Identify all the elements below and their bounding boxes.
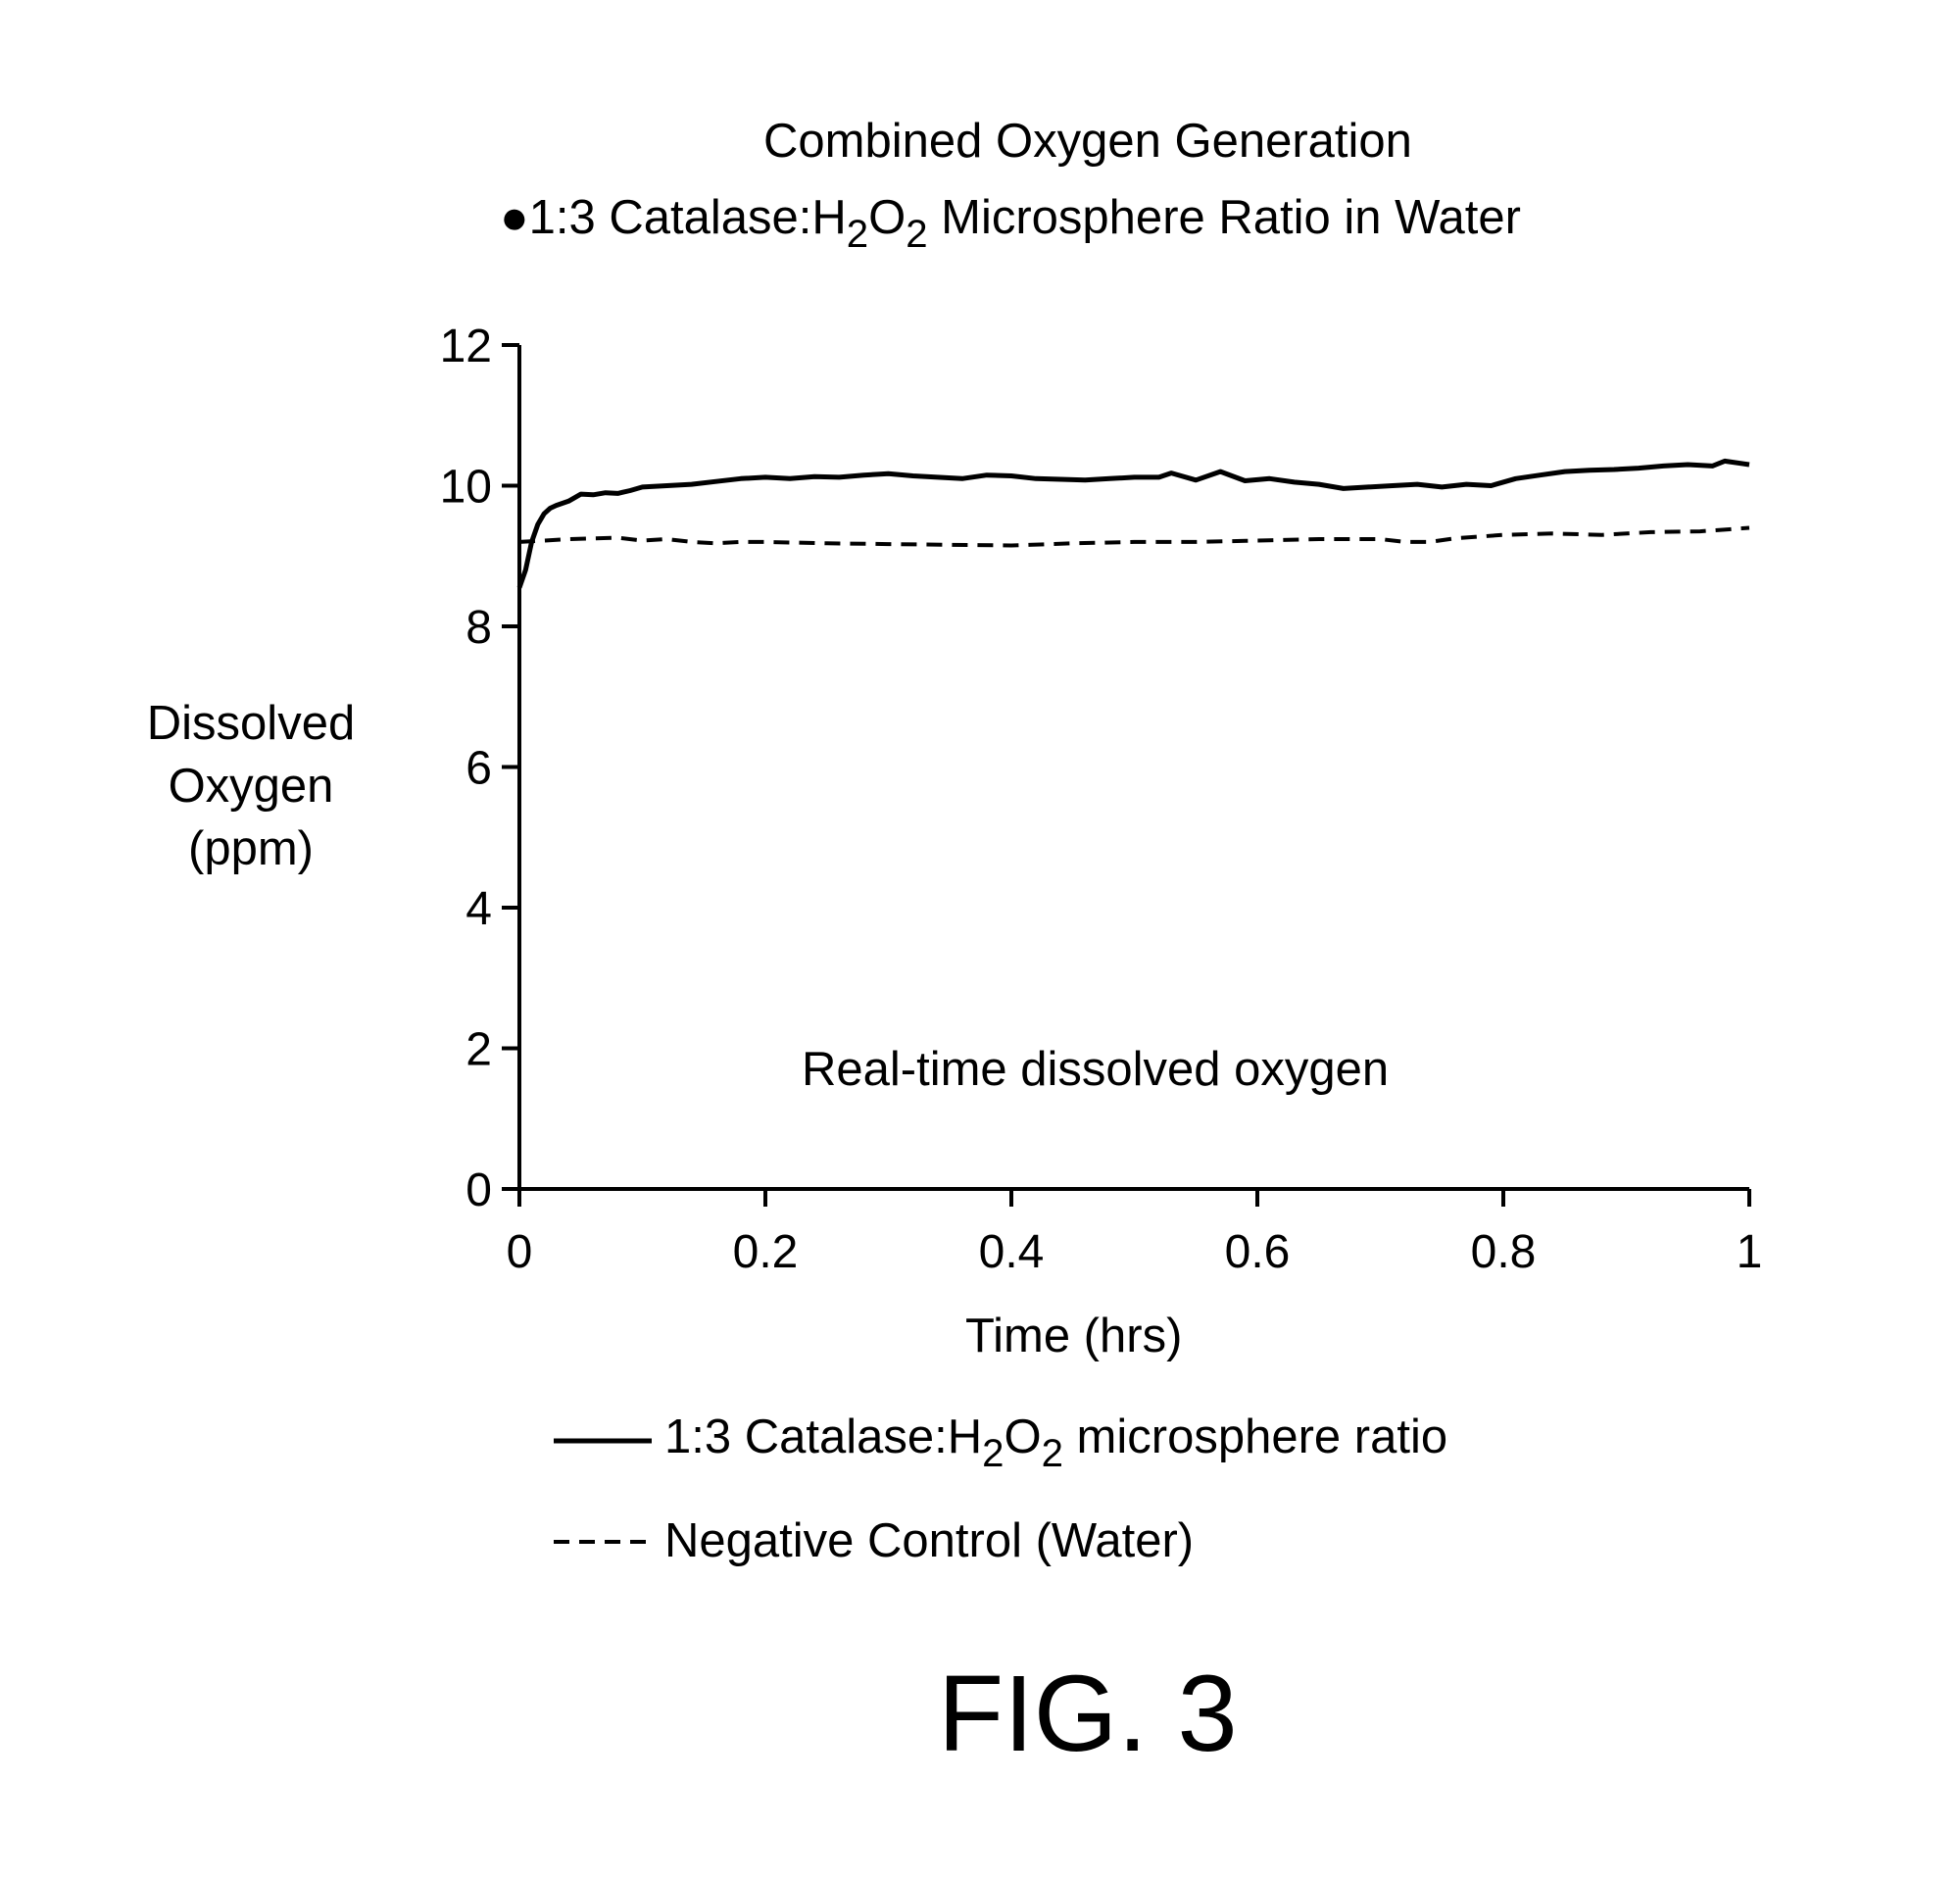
y-tick-label: 0 (466, 1164, 492, 1216)
legend-1-mid: O (1004, 1410, 1041, 1463)
legend-1-suffix: microsphere ratio (1063, 1410, 1447, 1463)
series-line-1 (519, 461, 1749, 587)
x-tick-label: 0 (507, 1226, 533, 1278)
y-tick-label: 2 (466, 1024, 492, 1076)
series-line-2 (519, 528, 1749, 546)
x-tick-label: 0.4 (979, 1226, 1045, 1278)
y-tick-label: 6 (466, 743, 492, 795)
x-tick-label: 0.6 (1225, 1226, 1291, 1278)
legend-swatch-solid (554, 1431, 662, 1451)
y-tick-label: 10 (440, 462, 492, 514)
x-tick-label: 1 (1737, 1226, 1763, 1278)
y-tick-label: 12 (440, 321, 492, 372)
legend: 1:3 Catalase:H2O2 microsphere ratio Nega… (554, 1402, 1632, 1588)
chart-annotation: Real-time dissolved oxygen (802, 1042, 1389, 1097)
x-tick-label: 0.2 (733, 1226, 799, 1278)
x-tick-label: 0.8 (1471, 1226, 1537, 1278)
legend-1-subscript-1: 2 (982, 1431, 1004, 1475)
tick-labels: 0 2 4 6 8 10 12 0 0.2 0.4 0.6 0.8 1 (440, 321, 1763, 1278)
legend-swatch-dashed (554, 1532, 662, 1552)
legend-label-series-2: Negative Control (Water) (664, 1513, 1194, 1568)
legend-1-prefix: 1:3 Catalase:H (664, 1410, 982, 1463)
series-lines (519, 461, 1749, 587)
figure-label: FIG. 3 (938, 1652, 1238, 1776)
x-axis-label: Time (hrs) (965, 1309, 1182, 1363)
y-tick-label: 8 (466, 602, 492, 654)
y-tick-label: 4 (466, 883, 492, 935)
legend-1-subscript-2: 2 (1042, 1431, 1063, 1475)
legend-label-series-1: 1:3 Catalase:H2O2 microsphere ratio (664, 1410, 1447, 1464)
